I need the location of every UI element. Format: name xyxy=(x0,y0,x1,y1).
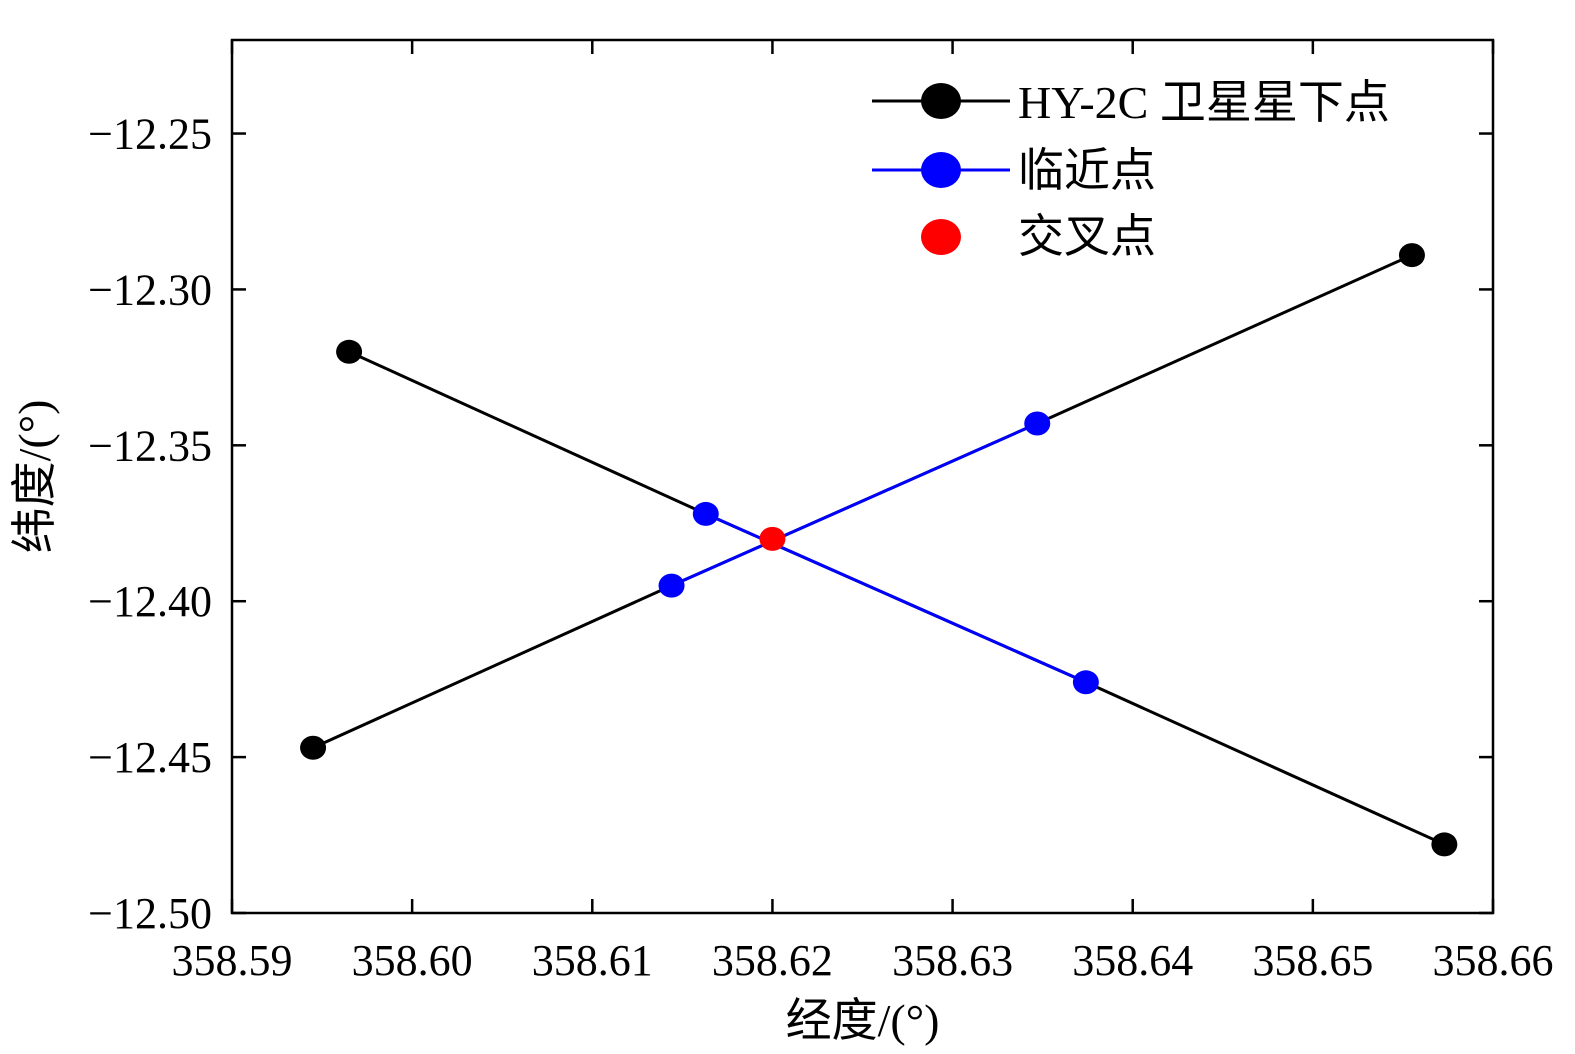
legend-marker-crossover xyxy=(921,219,961,255)
legend-marker-hy2c xyxy=(921,83,961,119)
x-tick-label: 358.62 xyxy=(712,936,833,985)
legend-label-crossover: 交叉点 xyxy=(1018,211,1156,262)
subsatellite-point xyxy=(300,735,327,760)
y-tick-label: −12.35 xyxy=(88,421,212,470)
x-tick-label: 358.59 xyxy=(172,936,293,985)
x-tick-label: 358.61 xyxy=(532,936,653,985)
ticks-layer: 358.59 358.60 358.61 358.62 358.63 358.64 358.… xyxy=(88,40,1554,985)
x-tick-label: 358.65 xyxy=(1252,936,1373,985)
nearby-point xyxy=(1024,411,1051,436)
nearby-point xyxy=(1072,670,1099,695)
subsatellite-point xyxy=(1398,243,1425,268)
x-tick-label: 358.66 xyxy=(1433,936,1554,985)
y-tick-label: −12.40 xyxy=(88,577,212,626)
crossover-point xyxy=(759,526,786,551)
legend-label-hy2c: HY-2C 卫星星下点 xyxy=(1018,77,1390,128)
plot-layer xyxy=(300,243,1458,857)
legend-marker-nearby xyxy=(921,152,961,188)
x-tick-label: 358.64 xyxy=(1072,936,1193,985)
y-tick-label: −12.45 xyxy=(88,733,212,782)
y-tick-label: −12.50 xyxy=(88,889,212,938)
subsatellite-point xyxy=(336,339,363,364)
plot-frame xyxy=(230,38,1495,915)
y-axis-title: 纬度/(°) xyxy=(9,400,60,554)
legend-label-nearby: 临近点 xyxy=(1018,145,1156,196)
x-tick-label: 358.63 xyxy=(892,936,1013,985)
x-tick-label: 358.60 xyxy=(352,936,473,985)
legend: HY-2C 卫星星下点 临近点 交叉点 xyxy=(872,77,1390,262)
nearby-point xyxy=(658,573,685,598)
y-tick-label: −12.25 xyxy=(88,110,212,159)
x-axis-title: 经度/(°) xyxy=(786,995,940,1046)
nearby-point xyxy=(692,501,719,526)
nearby-segment-1 xyxy=(670,422,1038,587)
y-tick-label: −12.30 xyxy=(88,265,212,314)
subsatellite-point xyxy=(1431,832,1458,857)
